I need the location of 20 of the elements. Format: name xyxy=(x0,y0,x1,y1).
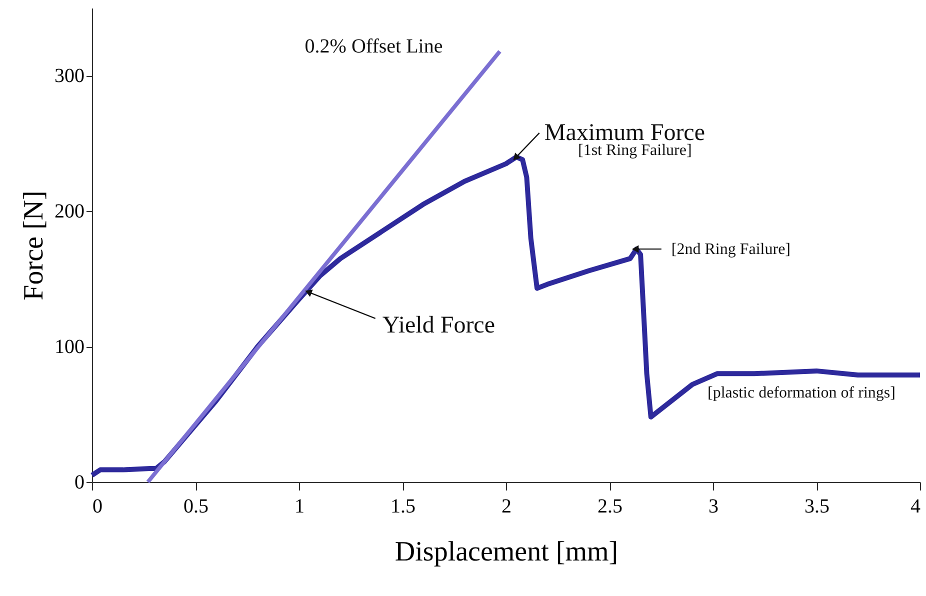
y-tick-label: 200 xyxy=(54,200,84,223)
y-tick-label: 100 xyxy=(54,336,84,358)
annotation: [1st Ring Failure] xyxy=(578,142,692,159)
x-tick-label: 0 xyxy=(92,496,102,518)
y-tick-label: 0 xyxy=(74,472,84,494)
x-tick-label: 3.5 xyxy=(804,496,830,518)
y-tick-label: 300 xyxy=(54,65,84,88)
x-tick-label: 2.5 xyxy=(598,496,622,518)
x-tick-label: 4 xyxy=(910,496,920,518)
x-tick-label: 2 xyxy=(502,496,512,518)
x-tick-label: 3 xyxy=(708,496,718,518)
annotation: [plastic deformation of rings] xyxy=(708,384,896,402)
annotation: [2nd Ring Failure] xyxy=(671,241,791,258)
x-tick-label: 1 xyxy=(294,496,304,518)
annotation: 0.2% Offset Line xyxy=(304,35,443,58)
x-tick-label: 1.5 xyxy=(390,496,416,518)
annotation: Yield Force xyxy=(382,312,495,338)
x-tick-label: 0.5 xyxy=(184,496,208,518)
x-axis-title: Displacement [mm] xyxy=(394,536,618,568)
y-axis-title: Force [N] xyxy=(18,190,50,300)
